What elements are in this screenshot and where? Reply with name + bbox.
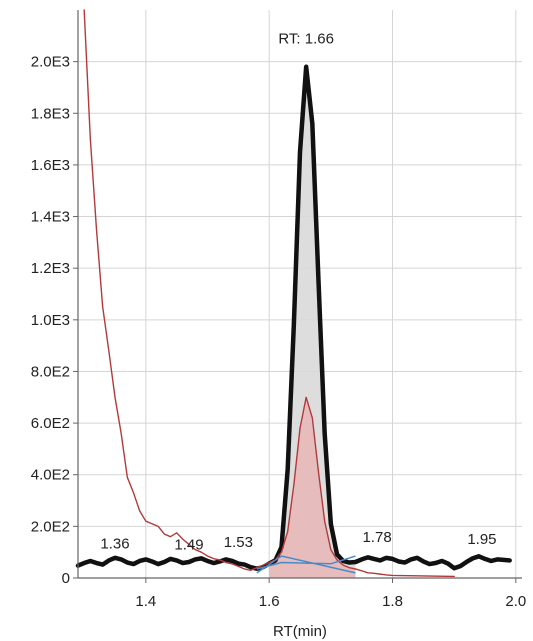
red-peak-area <box>269 397 356 578</box>
y-tick-label: 8.0E2 <box>31 363 70 380</box>
x-tick-label: 1.6 <box>259 593 280 610</box>
axis-layer: 0 2.0E2 4.0E2 6.0E2 8.0E2 1.0E3 1.2E3 1.4E3 1.6E… <box>31 10 526 610</box>
x-axis-title: RT(min) <box>273 623 327 640</box>
peak-area-layer <box>269 66 356 579</box>
x-tick-label: 2.0 <box>505 593 526 610</box>
rt-peak-label: RT: 1.66 <box>278 31 334 48</box>
peak-time-label: 1.49 <box>174 537 203 554</box>
peak-time-label: 1.95 <box>467 531 496 548</box>
y-tick-label: 2.0E2 <box>31 518 70 535</box>
black-trace-line <box>75 64 512 571</box>
y-tick-label: 1.0E3 <box>31 312 70 329</box>
x-tick-label: 1.4 <box>135 593 156 610</box>
x-tick-label: 1.8 <box>382 593 403 610</box>
y-tick-label: 6.0E2 <box>31 415 70 432</box>
baseline-layer <box>256 555 356 574</box>
series-layer <box>75 9 512 578</box>
peak-time-label: 1.36 <box>100 535 129 552</box>
label-layer: RT(min) 1.36 1.49 1.53 1.78 1.95 RT: 1.66 <box>100 31 496 640</box>
y-tick-label: 0 <box>62 570 70 587</box>
y-tick-label: 1.6E3 <box>31 157 70 174</box>
baseline-2 <box>256 555 356 570</box>
y-tick-label: 1.4E3 <box>31 209 70 226</box>
y-tick-label: 1.2E3 <box>31 260 70 277</box>
red-trace-line <box>83 9 455 578</box>
black-peak-area <box>269 66 356 579</box>
peak-time-label: 1.53 <box>224 534 253 551</box>
peak-time-label: 1.78 <box>362 529 391 546</box>
y-tick-label: 4.0E2 <box>31 467 70 484</box>
y-tick-label: 2.0E3 <box>31 54 70 71</box>
y-tick-label: 1.8E3 <box>31 105 70 122</box>
